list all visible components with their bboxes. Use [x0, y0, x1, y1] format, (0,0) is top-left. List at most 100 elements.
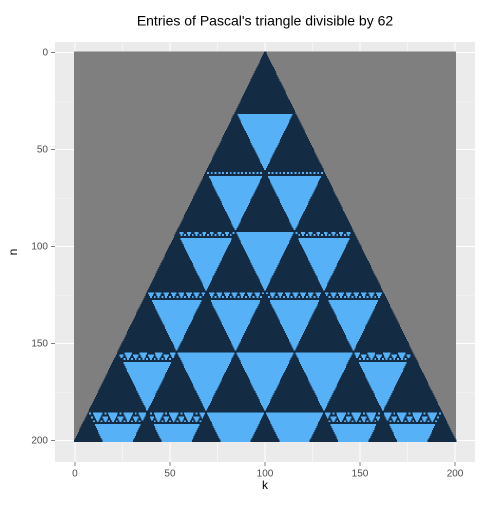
tile-run — [140, 424, 155, 427]
tile-run — [338, 439, 369, 442]
tile-run — [123, 338, 172, 342]
tile-run — [123, 412, 134, 415]
tile-run — [320, 232, 325, 235]
tile-run — [316, 294, 321, 297]
tile-run — [275, 191, 314, 194]
tile-run — [148, 292, 155, 295]
tile-run — [315, 292, 322, 295]
tile-run — [210, 296, 214, 299]
tile-run — [256, 152, 274, 155]
tile-run — [160, 383, 194, 386]
tile-run — [295, 228, 353, 231]
tile-run — [318, 278, 330, 281]
tile-run — [249, 321, 281, 324]
tile-run — [300, 171, 303, 175]
tile-run — [300, 296, 303, 299]
tile-run — [259, 294, 272, 297]
tile-run — [370, 420, 373, 423]
tile-run — [135, 313, 159, 316]
tile-run — [271, 303, 318, 307]
tile-run — [363, 329, 403, 332]
tile-run — [194, 313, 218, 316]
tile-run — [344, 247, 363, 250]
tile-run — [222, 171, 225, 175]
tile-run — [194, 433, 218, 437]
tile-run — [179, 418, 184, 421]
tile-run — [278, 294, 283, 297]
tile-run — [311, 265, 337, 268]
tile-run — [197, 412, 200, 415]
tile-run — [131, 379, 163, 382]
tile-run — [273, 272, 316, 276]
tile-run — [153, 296, 157, 299]
tile-run — [269, 420, 320, 423]
tile-run — [329, 398, 378, 402]
tile-run — [360, 354, 367, 357]
tile-run — [254, 268, 276, 272]
tile-run — [361, 356, 367, 359]
tile-run — [182, 241, 231, 245]
tile-run — [190, 201, 222, 204]
tile-run — [281, 203, 309, 206]
tile-run — [196, 309, 216, 312]
tile-run — [119, 412, 122, 415]
tile-run — [252, 144, 278, 148]
tile-run — [282, 294, 287, 297]
tile-run — [366, 296, 369, 299]
tile-run — [297, 232, 302, 235]
x-tick-label: 50 — [164, 469, 176, 480]
tile-run — [156, 356, 161, 359]
tile-run — [128, 329, 167, 332]
tile-run — [360, 416, 367, 419]
tile-run — [180, 234, 183, 237]
tile-run — [138, 354, 141, 357]
tile-run — [390, 395, 435, 398]
tile-run — [396, 418, 401, 421]
tile-run — [138, 307, 157, 311]
tile-run — [149, 294, 154, 297]
tile-run — [418, 418, 424, 421]
tile-run — [343, 331, 364, 334]
tile-run — [316, 426, 332, 429]
tile-run — [345, 234, 348, 237]
tile-run — [344, 332, 363, 336]
tile-run — [263, 166, 268, 169]
tile-run — [246, 253, 284, 256]
tile-run — [201, 300, 212, 303]
tile-run — [339, 259, 368, 262]
tile-run — [312, 433, 336, 437]
tile-run — [265, 168, 324, 171]
tile-run — [178, 292, 185, 295]
tile-run — [243, 125, 288, 128]
tile-run — [316, 305, 332, 309]
tile-run — [123, 358, 126, 361]
tile-run — [240, 100, 291, 103]
tile-run — [302, 296, 305, 299]
tile-run — [208, 234, 212, 237]
tile-run — [180, 296, 183, 299]
tile-run — [366, 323, 400, 326]
tile-run — [348, 239, 359, 243]
tile-run — [145, 356, 150, 359]
tile-run — [199, 424, 214, 427]
tile-run — [374, 358, 377, 361]
tile-run — [325, 414, 330, 417]
tile-run — [346, 243, 361, 246]
tile-run — [397, 416, 400, 419]
tile-run — [326, 234, 329, 237]
tile-run — [243, 334, 288, 338]
tile-run — [374, 354, 377, 357]
tile-run — [245, 90, 286, 93]
tile-run — [198, 274, 214, 278]
tile-run — [108, 420, 111, 423]
tile-run — [343, 416, 347, 419]
tile-run — [226, 127, 245, 130]
tile-run — [374, 428, 392, 431]
tile-run — [360, 364, 406, 367]
tile-run — [229, 362, 242, 365]
tile-run — [154, 305, 199, 309]
tile-run — [258, 183, 272, 186]
tile-run — [252, 435, 278, 439]
tile-run — [268, 162, 321, 165]
tile-run — [152, 294, 157, 297]
